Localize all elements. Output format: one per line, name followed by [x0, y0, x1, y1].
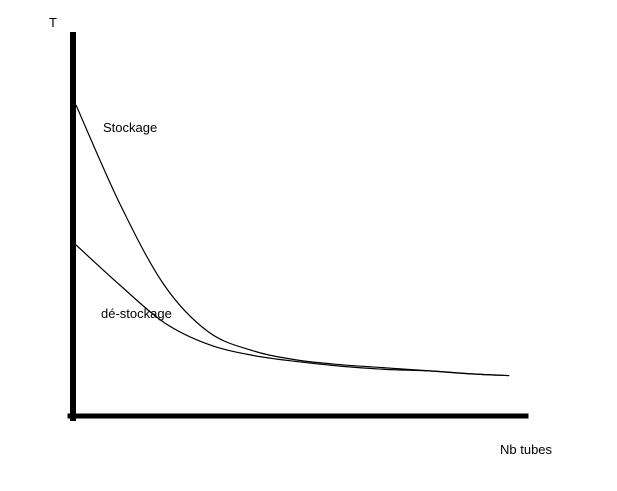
x-axis-label: Nb tubes [500, 442, 553, 457]
series-lines [75, 104, 510, 377]
series-label-de-stockage: dé-stockage [101, 306, 172, 321]
series-line-1 [75, 244, 510, 377]
series-line-0 [75, 104, 510, 377]
y-axis-label: T [49, 15, 57, 30]
series-label-stockage: Stockage [103, 120, 157, 135]
